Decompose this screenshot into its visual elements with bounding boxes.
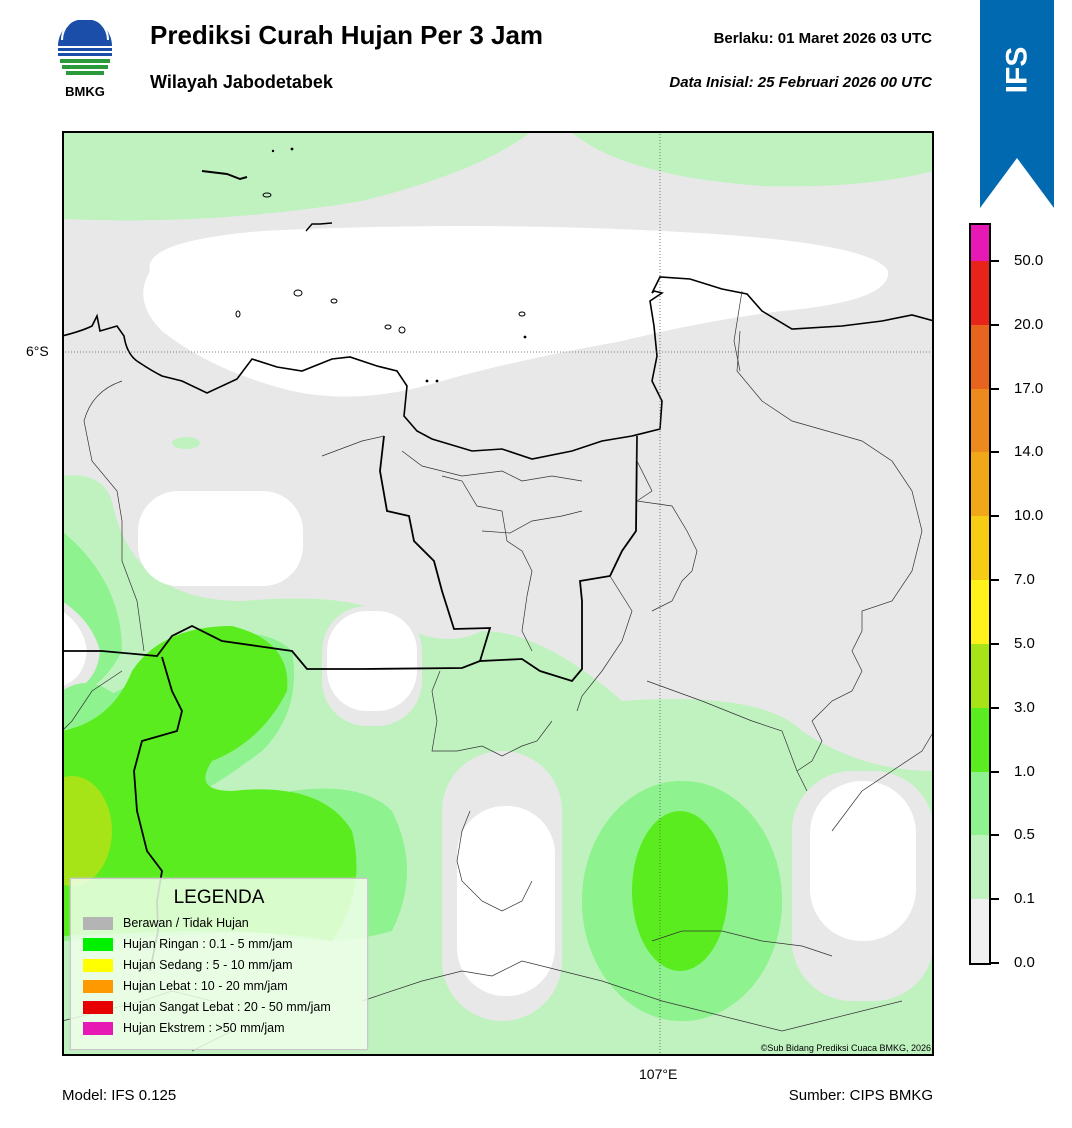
colorbar-tick <box>991 387 999 390</box>
legend-label: Berawan / Tidak Hujan <box>123 916 249 930</box>
legend-swatch <box>83 1021 113 1035</box>
colorbar-tick-label: 10.0 <box>1014 507 1044 525</box>
init-time: Data Inisial: 25 Februari 2026 00 UTC <box>669 74 932 91</box>
colorbar-segment <box>971 261 989 325</box>
colorbar-tick-label: 0.1 <box>1014 890 1035 908</box>
colorbar-tick-label: 7.0 <box>1014 571 1035 589</box>
colorbar-segment <box>971 452 989 517</box>
legend-item: Hujan Ekstrem : >50 mm/jam <box>83 1020 285 1036</box>
colorbar-segment <box>971 643 989 708</box>
legend-label: Hujan Ringan : 0.1 - 5 mm/jam <box>123 937 293 951</box>
colorbar-tick-label: 0.0 <box>1014 954 1035 971</box>
colorbar-tick-label: 14.0 <box>1014 443 1044 461</box>
colorbar-tick <box>991 962 999 964</box>
model-label: Model: IFS 0.125 <box>62 1087 177 1104</box>
legend-item: Berawan / Tidak Hujan <box>83 915 249 931</box>
colorbar-segment <box>971 771 989 836</box>
colorbar-tick <box>991 770 999 773</box>
legend-label: Hujan Lebat : 10 - 20 mm/jam <box>123 979 288 993</box>
legend-label: Hujan Sangat Lebat : 20 - 50 mm/jam <box>123 1000 331 1014</box>
source-label: Sumber: CIPS BMKG <box>788 1087 933 1104</box>
colorbar-tick-label: 20.0 <box>1014 315 1044 333</box>
colorbar-tick <box>991 323 999 326</box>
model-ribbon <box>980 0 1054 210</box>
legend-swatch <box>83 979 113 993</box>
colorbar-tick <box>991 451 999 454</box>
colorbar-segment <box>971 388 989 453</box>
latitude-label: 6°S <box>26 343 49 359</box>
colorbar-tick <box>991 515 999 518</box>
colorbar-tick-label: 0.5 <box>1014 826 1035 844</box>
logo-text: BMKG <box>65 84 105 99</box>
legend-item: Hujan Sedang : 5 - 10 mm/jam <box>83 957 293 973</box>
legend-box: LEGENDA Berawan / Tidak Hujan Hujan Ring… <box>70 878 368 1050</box>
colorbar-segment <box>971 707 989 772</box>
colorbar-tick <box>991 706 999 709</box>
colorbar-segment <box>971 516 989 581</box>
colorbar-tick <box>991 834 999 837</box>
colorbar-tick-label: 3.0 <box>1014 698 1035 716</box>
legend-swatch <box>83 1000 113 1014</box>
colorbar-segment <box>971 835 989 900</box>
colorbar-tick-label: 50.0 <box>1014 252 1044 269</box>
map-credit: ©Sub Bidang Prediksi Cuaca BMKG, 2026 <box>760 1043 931 1053</box>
colorbar-segment <box>971 225 989 261</box>
colorbar-tick-label: 1.0 <box>1014 762 1035 780</box>
colorbar-segment <box>971 899 989 963</box>
legend-swatch <box>83 916 113 930</box>
colorbar-tick-label: 5.0 <box>1014 634 1035 652</box>
valid-time: Berlaku: 01 Maret 2026 03 UTC <box>713 30 932 47</box>
legend-title: LEGENDA <box>173 887 265 908</box>
region-subtitle: Wilayah Jabodetabek <box>150 72 333 92</box>
colorbar-segment <box>971 324 989 389</box>
colorbar-segment <box>971 580 989 644</box>
longitude-label: 107°E <box>639 1066 678 1082</box>
colorbar-tick <box>991 579 999 582</box>
legend-swatch <box>83 937 113 951</box>
model-ribbon-label: IFS <box>999 46 1033 94</box>
legend-item: Hujan Sangat Lebat : 20 - 50 mm/jam <box>83 999 331 1015</box>
legend-label: Hujan Sedang : 5 - 10 mm/jam <box>123 958 293 972</box>
legend-item: Hujan Ringan : 0.1 - 5 mm/jam <box>83 936 293 952</box>
colorbar-tick <box>991 260 999 262</box>
page-title: Prediksi Curah Hujan Per 3 Jam <box>150 20 544 50</box>
colorbar-tick-label: 17.0 <box>1014 379 1044 397</box>
legend-item: Hujan Lebat : 10 - 20 mm/jam <box>83 978 288 994</box>
legend-label: Hujan Ekstrem : >50 mm/jam <box>123 1021 285 1035</box>
colorbar <box>969 223 991 965</box>
colorbar-tick <box>991 898 999 901</box>
legend-swatch <box>83 958 113 972</box>
colorbar-tick <box>991 642 999 645</box>
